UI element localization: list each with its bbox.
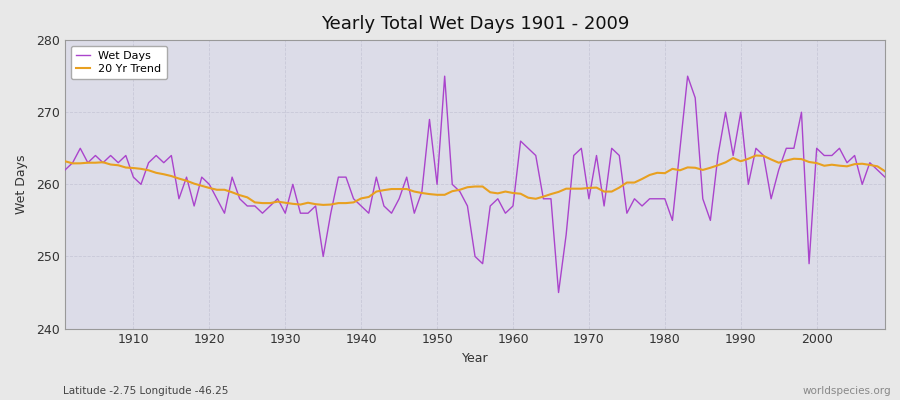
- 20 Yr Trend: [515, 191, 526, 196]
- Text: Latitude -2.75 Longitude -46.25: Latitude -2.75 Longitude -46.25: [63, 386, 229, 396]
- Legend: Wet Days, 20 Yr Trend: Wet Days, 20 Yr Trend: [70, 46, 167, 79]
- Wet Days: [614, 153, 625, 158]
- 20 Yr Trend: [879, 169, 890, 174]
- Wet Days: [508, 204, 518, 208]
- 20 Yr Trend: [508, 191, 518, 196]
- Text: worldspecies.org: worldspecies.org: [803, 386, 891, 396]
- 20 Yr Trend: [287, 202, 298, 206]
- Wet Days: [121, 153, 131, 158]
- 20 Yr Trend: [751, 153, 761, 158]
- 20 Yr Trend: [121, 165, 131, 170]
- Wet Days: [554, 290, 564, 295]
- 20 Yr Trend: [318, 202, 328, 207]
- Y-axis label: Wet Days: Wet Days: [15, 154, 28, 214]
- Wet Days: [333, 175, 344, 180]
- Wet Days: [287, 182, 298, 187]
- 20 Yr Trend: [340, 201, 351, 206]
- Wet Days: [59, 168, 70, 172]
- Line: 20 Yr Trend: 20 Yr Trend: [65, 156, 885, 205]
- 20 Yr Trend: [59, 159, 70, 164]
- Title: Yearly Total Wet Days 1901 - 2009: Yearly Total Wet Days 1901 - 2009: [320, 15, 629, 33]
- Wet Days: [879, 175, 890, 180]
- X-axis label: Year: Year: [462, 352, 489, 365]
- Line: Wet Days: Wet Days: [65, 76, 885, 292]
- Wet Days: [515, 139, 526, 144]
- Wet Days: [439, 74, 450, 78]
- 20 Yr Trend: [607, 189, 617, 194]
